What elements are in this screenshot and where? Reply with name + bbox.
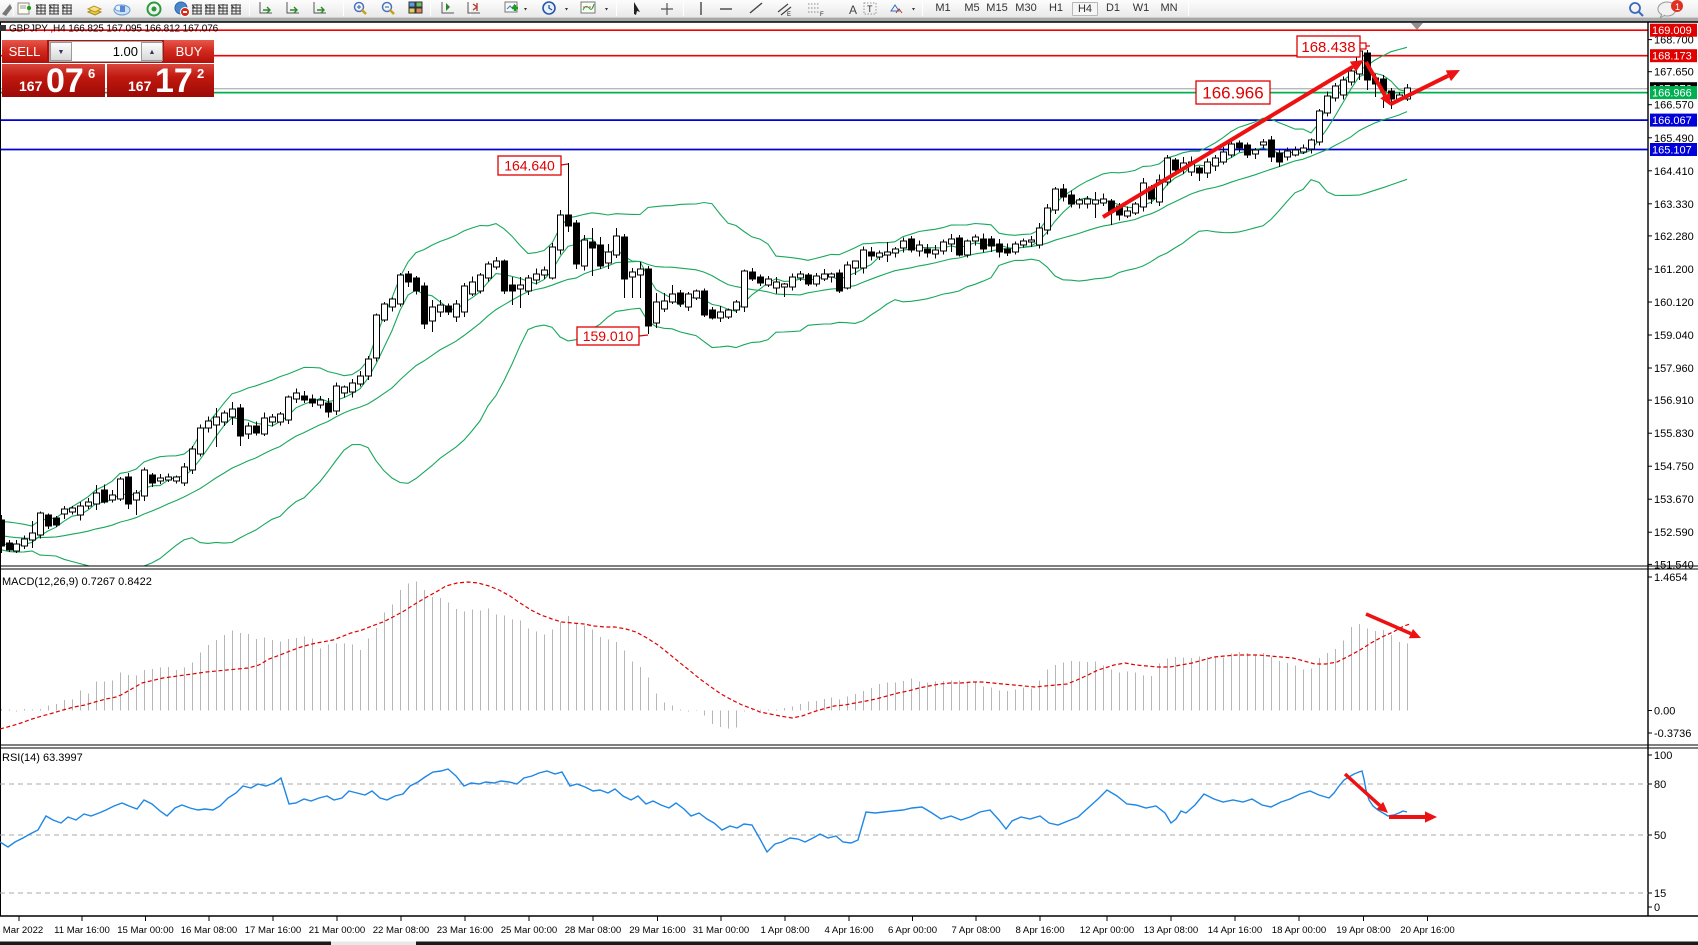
svg-text:28 Mar 08:00: 28 Mar 08:00	[565, 925, 622, 936]
svg-text:19 Apr 08:00: 19 Apr 08:00	[1336, 925, 1390, 936]
svg-text:7 Apr 08:00: 7 Apr 08:00	[951, 925, 1000, 936]
svg-text:166.067: 166.067	[1652, 115, 1692, 127]
svg-text:0: 0	[1654, 902, 1660, 914]
svg-text:-0.3736: -0.3736	[1654, 728, 1691, 740]
svg-text:162.280: 162.280	[1654, 231, 1694, 243]
svg-text:157.960: 157.960	[1654, 363, 1694, 375]
svg-text:164.410: 164.410	[1654, 166, 1694, 178]
svg-text:166.570: 166.570	[1654, 100, 1694, 112]
svg-text:165.107: 165.107	[1652, 145, 1692, 157]
svg-text:166.966: 166.966	[1652, 88, 1692, 100]
svg-text:20 Apr 16:00: 20 Apr 16:00	[1400, 925, 1454, 936]
svg-text:0.00: 0.00	[1654, 706, 1675, 718]
svg-text:RSI(14) 63.3997: RSI(14) 63.3997	[2, 752, 83, 764]
svg-text:100: 100	[1654, 750, 1672, 762]
svg-text:16 Mar 08:00: 16 Mar 08:00	[181, 925, 238, 936]
svg-text:1.4654: 1.4654	[1654, 572, 1688, 584]
svg-text:159.040: 159.040	[1654, 330, 1694, 342]
svg-text:6 Apr 00:00: 6 Apr 00:00	[888, 925, 937, 936]
svg-text:50: 50	[1654, 830, 1666, 842]
svg-text:1: 1	[1675, 2, 1680, 12]
svg-text:23 Mar 16:00: 23 Mar 16:00	[437, 925, 494, 936]
svg-text:31 Mar 00:00: 31 Mar 00:00	[693, 925, 750, 936]
svg-text:14 Apr 16:00: 14 Apr 16:00	[1208, 925, 1262, 936]
svg-text:163.330: 163.330	[1654, 199, 1694, 211]
svg-text:T: T	[867, 4, 873, 14]
svg-text:80: 80	[1654, 779, 1666, 791]
svg-text:29 Mar 16:00: 29 Mar 16:00	[629, 925, 686, 936]
svg-text:E: E	[787, 12, 791, 18]
svg-text:4 Apr 16:00: 4 Apr 16:00	[824, 925, 873, 936]
svg-text:15 Mar 00:00: 15 Mar 00:00	[117, 925, 174, 936]
svg-text:15: 15	[1654, 888, 1666, 900]
svg-text:152.590: 152.590	[1654, 527, 1694, 539]
svg-text:22 Mar 08:00: 22 Mar 08:00	[373, 925, 430, 936]
svg-text:18 Apr 00:00: 18 Apr 00:00	[1272, 925, 1326, 936]
svg-text:168.700: 168.700	[1654, 35, 1694, 47]
svg-text:21 Mar 00:00: 21 Mar 00:00	[309, 925, 366, 936]
svg-text:159.010: 159.010	[583, 328, 634, 344]
svg-text:11 Mar 16:00: 11 Mar 16:00	[54, 925, 110, 936]
svg-text:151.540: 151.540	[1654, 559, 1694, 571]
svg-text:154.750: 154.750	[1654, 461, 1694, 473]
svg-text:12 Apr 00:00: 12 Apr 00:00	[1080, 925, 1134, 936]
svg-text:1 Apr 08:00: 1 Apr 08:00	[760, 925, 809, 936]
svg-text:F: F	[820, 12, 824, 18]
svg-text:25 Mar 00:00: 25 Mar 00:00	[501, 925, 558, 936]
svg-text:166.966: 166.966	[1202, 84, 1263, 103]
svg-text:168.173: 168.173	[1652, 51, 1692, 63]
svg-text:0 Mar 2022: 0 Mar 2022	[0, 925, 43, 936]
svg-text:MACD(12,26,9) 0.7267 0.8422: MACD(12,26,9) 0.7267 0.8422	[2, 576, 152, 588]
svg-text:GBPJPY ,H4 166.825 167.095 16: GBPJPY ,H4 166.825 167.095 166.812 167.0…	[9, 24, 219, 35]
svg-text:160.120: 160.120	[1654, 297, 1694, 309]
svg-text:8 Apr 16:00: 8 Apr 16:00	[1015, 925, 1064, 936]
svg-text:13 Apr 08:00: 13 Apr 08:00	[1144, 925, 1198, 936]
svg-text:153.670: 153.670	[1654, 494, 1694, 506]
svg-text:168.438: 168.438	[1301, 39, 1355, 56]
svg-text:169.009: 169.009	[1652, 25, 1692, 37]
svg-text:161.200: 161.200	[1654, 264, 1694, 276]
svg-text:167.650: 167.650	[1654, 67, 1694, 79]
svg-text:164.640: 164.640	[504, 158, 555, 174]
svg-text:155.830: 155.830	[1654, 428, 1694, 440]
svg-text:165.490: 165.490	[1654, 133, 1694, 145]
svg-text:17 Mar 16:00: 17 Mar 16:00	[245, 925, 302, 936]
svg-text:156.910: 156.910	[1654, 395, 1694, 407]
